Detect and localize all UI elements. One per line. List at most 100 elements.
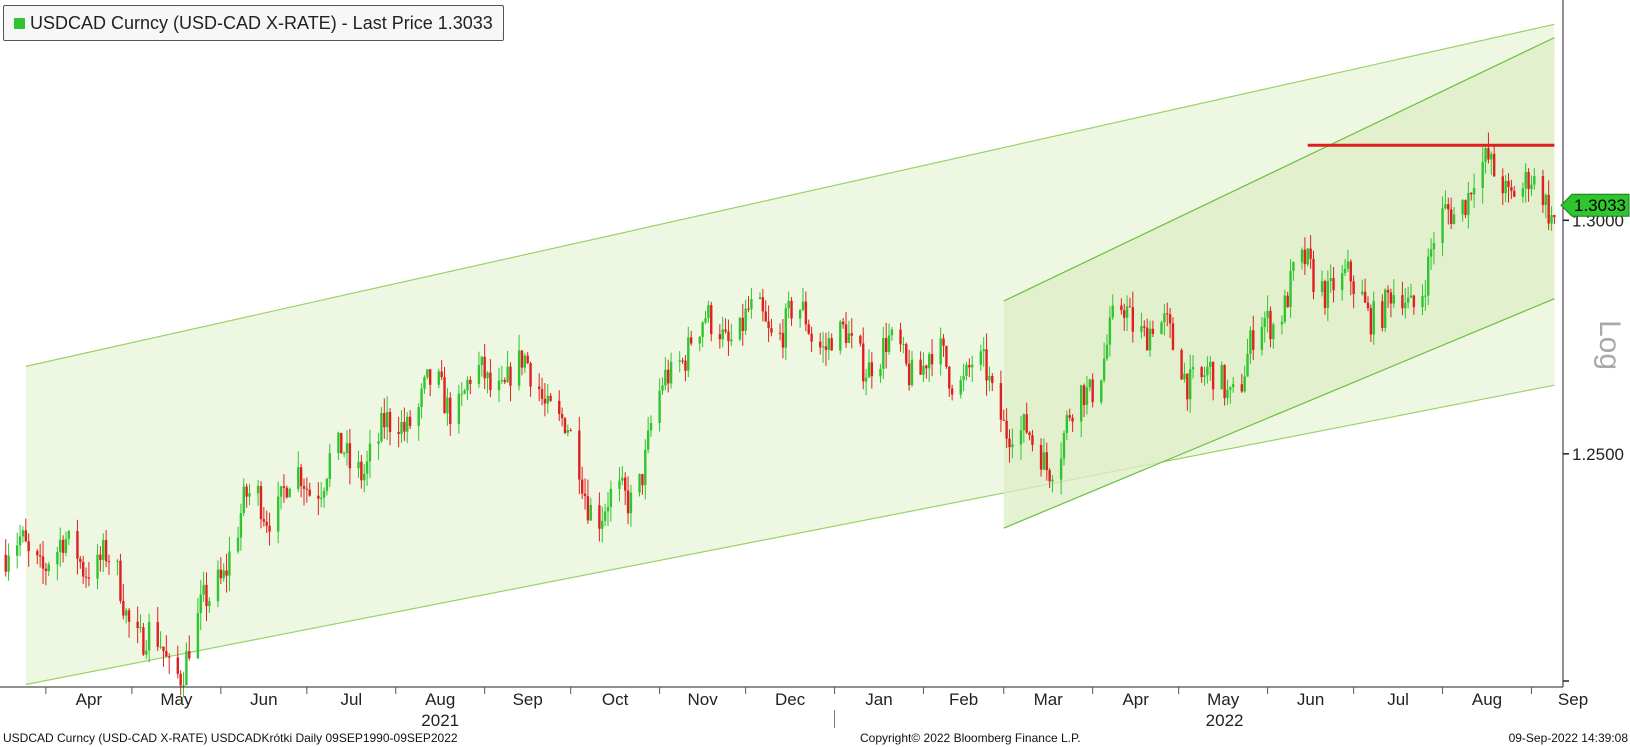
candle xyxy=(288,487,291,498)
candle xyxy=(517,334,521,391)
candle xyxy=(718,324,722,349)
candle xyxy=(971,355,974,382)
candle-body xyxy=(624,477,627,491)
candle xyxy=(1372,291,1375,345)
candle xyxy=(1085,376,1089,415)
candle-body xyxy=(704,318,707,323)
candle xyxy=(308,482,311,497)
candle xyxy=(839,319,842,355)
candle xyxy=(1412,294,1416,315)
candle xyxy=(844,311,848,348)
candle-body xyxy=(638,474,641,493)
candle-body xyxy=(1544,194,1547,206)
candle-body xyxy=(560,413,564,419)
candle xyxy=(388,408,392,446)
candle-body xyxy=(689,337,693,344)
candle xyxy=(1366,296,1370,312)
candle-body xyxy=(925,365,928,369)
candle xyxy=(1421,284,1424,316)
candle xyxy=(44,562,48,586)
candle-body xyxy=(1504,180,1507,194)
candle xyxy=(1048,468,1051,489)
candle-body xyxy=(443,377,446,414)
candle xyxy=(368,429,372,478)
candle-body xyxy=(1091,379,1094,403)
candle xyxy=(76,519,79,575)
candle xyxy=(483,343,486,390)
candle xyxy=(968,358,971,378)
candle-body xyxy=(669,361,673,384)
candle-body xyxy=(1071,417,1074,422)
candle xyxy=(1441,196,1444,257)
candle xyxy=(578,416,581,495)
footer-copyright: Copyright© 2022 Bloomberg Finance L.P. xyxy=(860,731,1081,745)
candle-body xyxy=(1128,306,1132,308)
candle-body xyxy=(1286,295,1289,308)
candle-body xyxy=(59,539,62,552)
candle xyxy=(583,478,587,510)
candle-body xyxy=(1108,317,1112,345)
candle-body xyxy=(56,551,59,565)
candle xyxy=(999,370,1003,433)
candle xyxy=(641,473,644,495)
candle-body xyxy=(102,539,105,560)
candle xyxy=(661,377,664,395)
candle-body xyxy=(1401,295,1404,309)
candle xyxy=(601,506,604,543)
candle xyxy=(1151,320,1155,337)
candle xyxy=(477,351,481,388)
candle xyxy=(1039,438,1043,477)
candle xyxy=(426,369,429,380)
candle-body xyxy=(1300,249,1304,263)
candle-body xyxy=(440,371,443,378)
candle-body xyxy=(919,359,922,375)
candle xyxy=(16,532,19,569)
candle-body xyxy=(446,397,449,414)
candle xyxy=(1553,214,1556,225)
candle xyxy=(1131,291,1135,343)
candle xyxy=(681,357,684,365)
candle xyxy=(1260,316,1264,356)
candle-body xyxy=(1229,387,1232,390)
candle-body xyxy=(1332,278,1335,291)
candle xyxy=(1272,322,1275,349)
candle xyxy=(216,560,220,608)
candle-body xyxy=(546,395,549,404)
candle xyxy=(1071,414,1074,432)
candle-body xyxy=(603,511,607,521)
candle-body xyxy=(781,333,785,348)
candle-body xyxy=(1343,268,1347,274)
candle xyxy=(787,291,790,319)
candle xyxy=(497,367,501,403)
outer-channel-fill xyxy=(25,24,1555,685)
candle xyxy=(649,415,653,437)
candle-body xyxy=(1352,281,1355,295)
candle xyxy=(1203,366,1206,386)
candle xyxy=(927,351,931,382)
candle xyxy=(1229,386,1232,404)
candle xyxy=(784,303,788,360)
candle xyxy=(179,670,182,696)
candle-body xyxy=(761,297,765,312)
candle xyxy=(1223,364,1226,406)
candle-body xyxy=(1085,387,1089,406)
candle xyxy=(1051,474,1054,493)
candle-body xyxy=(239,513,243,538)
candle xyxy=(1160,320,1163,335)
candle xyxy=(99,546,102,572)
candle-body xyxy=(707,305,710,319)
candle xyxy=(208,597,211,613)
candle xyxy=(165,635,168,657)
candle-body xyxy=(1105,344,1109,359)
candle-body xyxy=(342,453,346,455)
candle-body xyxy=(589,505,592,521)
candle-body xyxy=(979,351,983,365)
candle xyxy=(509,362,512,402)
candle-body xyxy=(629,492,633,514)
candle-body xyxy=(526,355,529,364)
candlesticks xyxy=(4,132,1556,698)
candle-body xyxy=(1183,373,1186,380)
candle-body xyxy=(1008,438,1011,448)
candle xyxy=(884,322,888,369)
candle xyxy=(1544,193,1547,219)
